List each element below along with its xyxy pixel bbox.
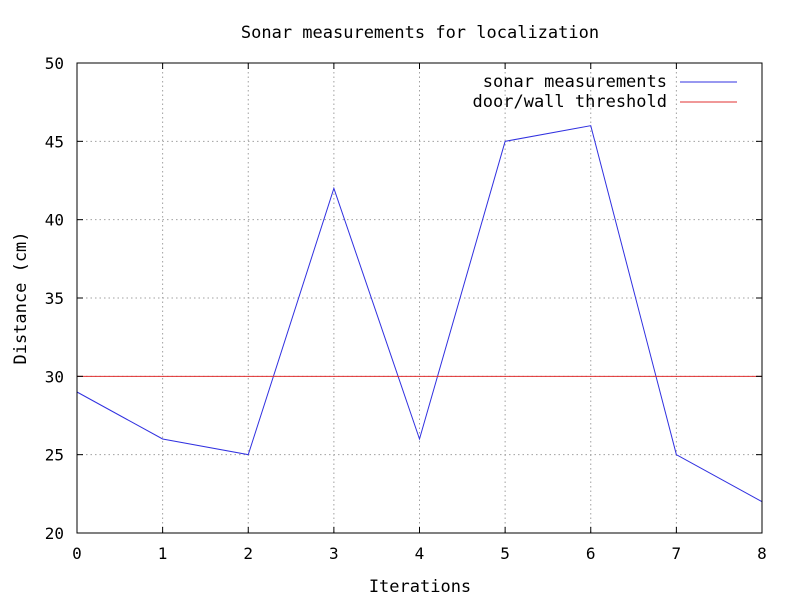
series-lines xyxy=(76,125,763,503)
y-tick-label: 30 xyxy=(45,367,64,386)
y-tick-label: 40 xyxy=(45,211,64,230)
series-line-0 xyxy=(76,125,763,503)
chart-title: Sonar measurements for localization xyxy=(241,23,599,43)
y-tick-label: 35 xyxy=(45,289,64,308)
x-tick-label: 4 xyxy=(415,544,425,563)
legend-label: door/wall threshold xyxy=(473,92,667,112)
y-tick-label: 20 xyxy=(45,524,64,543)
x-tick-label: 5 xyxy=(500,544,510,563)
y-axis-label: Distance (cm) xyxy=(11,231,31,364)
x-tick-label: 0 xyxy=(72,544,82,563)
x-tick-label: 3 xyxy=(329,544,339,563)
legend-label: sonar measurements xyxy=(483,72,667,92)
y-tick-label: 25 xyxy=(45,446,64,465)
x-tick-label: 1 xyxy=(158,544,168,563)
x-tick-label: 2 xyxy=(243,544,253,563)
x-tick-label: 8 xyxy=(757,544,767,563)
x-axis-label: Iterations xyxy=(369,577,471,597)
grid-lines xyxy=(77,63,762,533)
x-tick-label: 6 xyxy=(586,544,596,563)
y-tick-label: 45 xyxy=(45,132,64,151)
y-tick-label: 50 xyxy=(45,54,64,73)
x-tick-label: 7 xyxy=(672,544,682,563)
